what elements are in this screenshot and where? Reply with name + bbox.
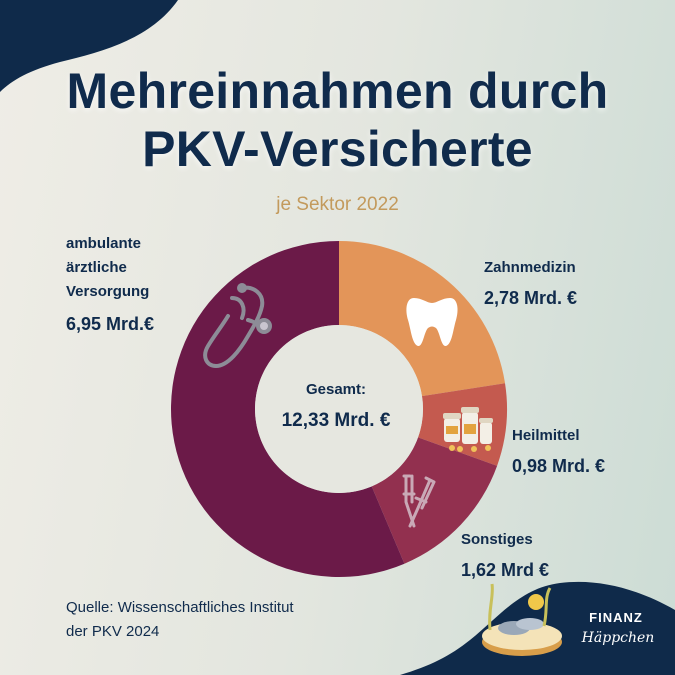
label-zahnmedizin-value: 2,78 Mrd. € bbox=[484, 288, 578, 308]
pill-bottles-icon bbox=[443, 407, 493, 452]
label-ambulant-line-2: ärztliche bbox=[66, 259, 127, 276]
title-line-2: PKV-Versicherte bbox=[142, 121, 533, 177]
source-line-1: Quelle: Wissenschaftliches Institut bbox=[66, 599, 294, 616]
donut-hole bbox=[255, 325, 423, 493]
logo-line-1: FINANZ bbox=[589, 610, 643, 625]
label-ambulant-line-3: Versorgung bbox=[66, 283, 150, 300]
subtitle: je Sektor 2022 bbox=[276, 194, 399, 215]
crutches-icon bbox=[402, 474, 436, 528]
slice-ambulante-ärztliche-versorgung bbox=[171, 241, 405, 577]
label-heilmittel: Heilmittel 0,98 Mrd. € bbox=[512, 424, 605, 478]
label-ambulant-line-1: ambulante bbox=[66, 235, 142, 252]
stethoscope-icon bbox=[203, 283, 272, 369]
source-note: Quelle: Wissenschaftliches Institut der … bbox=[66, 596, 294, 644]
label-sonstiges: Sonstiges 1,62 Mrd € bbox=[461, 528, 549, 582]
source-line-2: der PKV 2024 bbox=[66, 623, 160, 640]
label-heilmittel-value: 0,98 Mrd. € bbox=[512, 456, 606, 476]
label-ambulant: ambulante ärztliche Versorgung 6,95 Mrd.… bbox=[66, 232, 154, 336]
center-value: 12,33 Mrd. € bbox=[282, 410, 391, 431]
label-sonstiges-name: Sonstiges bbox=[461, 531, 533, 548]
label-sonstiges-value: 1,62 Mrd € bbox=[461, 560, 550, 580]
logo-line-2: Häppchen bbox=[581, 630, 655, 646]
tooth-icon bbox=[406, 298, 458, 347]
title-line-1: Mehreinnahmen durch bbox=[66, 63, 609, 119]
label-zahnmedizin-name: Zahnmedizin bbox=[484, 259, 576, 276]
page-title: Mehreinnahmen durch PKV-Versicherte bbox=[0, 62, 675, 178]
label-zahnmedizin: Zahnmedizin 2,78 Mrd. € bbox=[484, 256, 577, 310]
center-label: Gesamt: bbox=[306, 381, 366, 398]
label-heilmittel-name: Heilmittel bbox=[512, 427, 580, 444]
label-ambulant-value: 6,95 Mrd.€ bbox=[66, 314, 155, 334]
slice-sonstiges bbox=[371, 437, 498, 564]
finanz-haeppchen-logo: FINANZ Häppchen bbox=[482, 583, 655, 656]
